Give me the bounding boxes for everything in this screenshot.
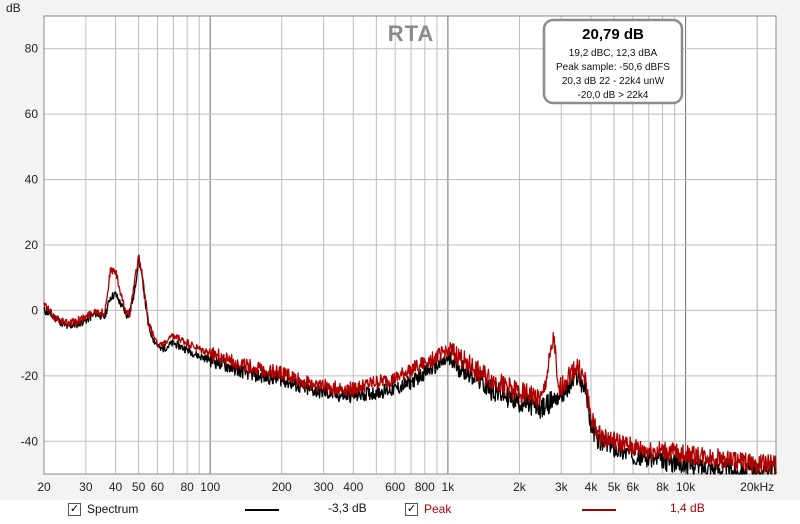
x-tick-label: 2k [513, 480, 527, 494]
x-tick-label: 8k [656, 480, 670, 494]
y-tick-label: -20 [21, 369, 39, 383]
info-box-line-unweighted: 20,3 dB 22 - 22k4 unW [562, 76, 665, 87]
chart-title: RTA [388, 21, 435, 46]
spectrum-legend-label: Spectrum [87, 502, 139, 516]
y-tick-label: 20 [25, 238, 39, 252]
peak-legend-label: Peak [424, 502, 452, 516]
x-tick-label: 30 [79, 480, 93, 494]
x-tick-label: 300 [314, 480, 334, 494]
x-tick-label: 20kHz [740, 480, 774, 494]
x-tick-label: 80 [180, 480, 194, 494]
plot-frame [43, 15, 777, 475]
x-tick-label: 60 [151, 480, 165, 494]
y-tick-label: 60 [25, 107, 39, 121]
x-tick-label: 4k [585, 480, 599, 494]
spectrum-legend-toggle[interactable]: ✓ Spectrum [68, 501, 138, 517]
spectrum-trace [43, 257, 777, 475]
y-tick-label: 80 [25, 42, 39, 56]
peak-level-value: 1,4 dB [670, 501, 705, 515]
x-tick-label: 100 [200, 480, 220, 494]
info-box-line-above-band: -20,0 dB > 22k4 [578, 90, 649, 101]
x-tick-label: 6k [627, 480, 641, 494]
peak-legend-toggle[interactable]: ✓ Peak [405, 501, 451, 517]
info-box-main-value: 20,79 dB [582, 26, 644, 43]
x-tick-label: 1k [442, 480, 456, 494]
x-tick-label: 40 [109, 480, 123, 494]
spectrum-level-value: -3,3 dB [328, 501, 367, 515]
x-tick-label: 5k [608, 480, 622, 494]
x-tick-label: 600 [385, 480, 405, 494]
info-box: 20,79 dB 19,2 dBC, 12,3 dBA Peak sample:… [542, 18, 684, 105]
x-tick-label: 20 [37, 480, 51, 494]
info-box-frame [542, 18, 684, 105]
y-tick-label: -40 [21, 434, 39, 448]
spectrum-checkbox[interactable]: ✓ [68, 502, 81, 516]
y-tick-label: 40 [25, 173, 39, 187]
series-layer [43, 254, 777, 475]
tick-label-layer: 20 30 40 50 60 80 100 200 300 400 600 800 1k 2k 3k 4k 5k… [21, 42, 775, 494]
y-tick-label: 0 [31, 303, 38, 317]
peak-checkbox[interactable]: ✓ [405, 502, 418, 516]
info-box-line-weighted: 19,2 dBC, 12,3 dBA [569, 48, 658, 59]
peak-trace [43, 254, 777, 474]
x-tick-label: 3k [555, 480, 569, 494]
x-tick-label: 400 [343, 480, 363, 494]
rta-chart: 20 30 40 50 60 80 100 200 300 400 600 800 1k 2k 3k 4k 5k… [0, 0, 800, 500]
peak-line-swatch [582, 509, 616, 511]
x-tick-label: 200 [272, 480, 292, 494]
spectrum-line-swatch [245, 509, 279, 511]
x-tick-label: 800 [415, 480, 435, 494]
info-box-line-peak-sample: Peak sample: -50,6 dBFS [556, 62, 670, 73]
y-axis-unit-label: dB [6, 1, 21, 15]
x-tick-label: 50 [132, 480, 146, 494]
x-tick-label: 10k [676, 480, 696, 494]
legend-bar: ✓ Spectrum -3,3 dB ✓ Peak 1,4 dB [0, 499, 800, 521]
